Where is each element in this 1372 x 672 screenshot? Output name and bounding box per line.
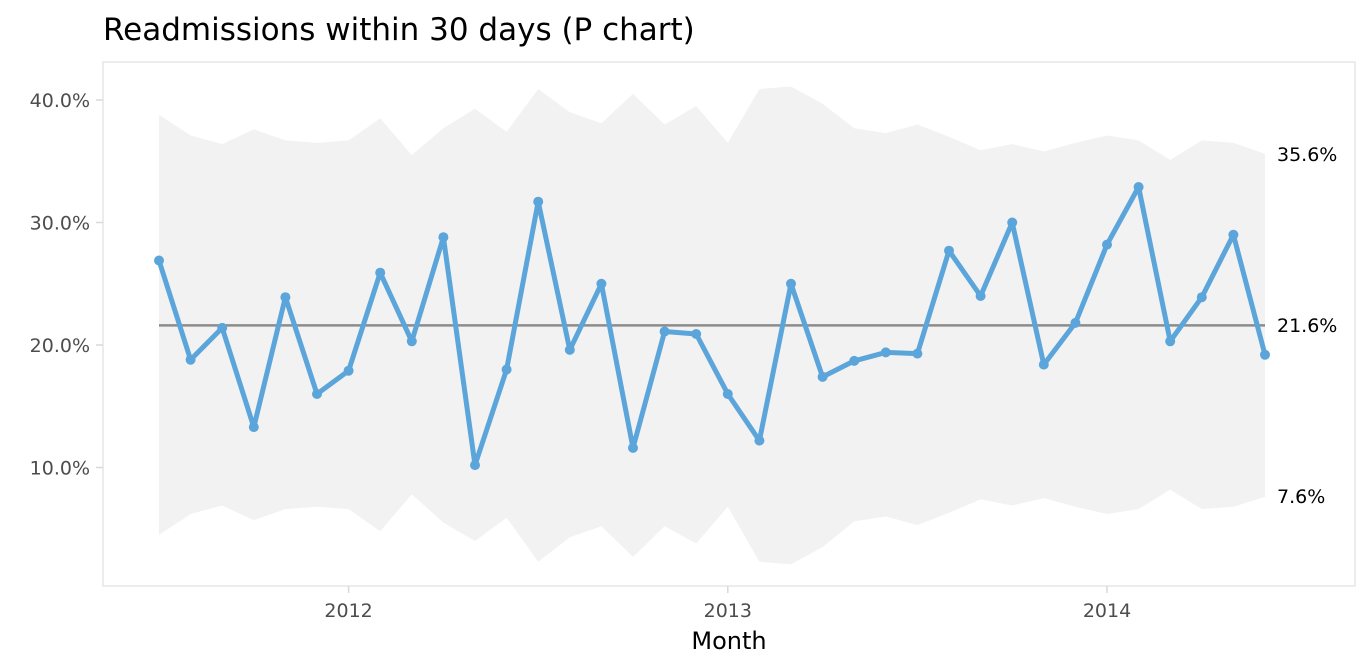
data-point [975,291,986,301]
data-point [944,245,954,256]
x-tick-label: 2014 [1083,600,1131,622]
data-point [248,422,259,433]
data-point [912,348,923,359]
data-point [786,278,796,289]
data-point [533,196,544,207]
data-point [1228,229,1239,240]
data-point [406,336,417,347]
data-point [1260,349,1270,360]
data-point [880,347,891,358]
data-point [628,442,638,453]
data-point [280,292,291,303]
data-point [1007,217,1018,228]
data-point [691,329,702,339]
data-point [817,371,828,382]
data-point [754,435,765,446]
data-point [470,460,480,471]
data-point [1133,182,1144,192]
y-tick-label: 30.0% [30,213,90,235]
data-point [154,255,164,266]
series-line [156,184,1268,468]
x-axis-title: Month [691,627,766,655]
y-tick-label: 40.0% [30,90,90,112]
data-point [1038,359,1049,370]
upper-limit-label: 35.6% [1277,144,1337,166]
data-point [375,267,386,278]
data-point [564,344,575,355]
data-point [596,278,607,289]
data-point [849,355,860,366]
y-axis: 10.0% 20.0% 30.0% 40.0% [30,90,103,480]
x-axis: 2012 2013 2014 [324,586,1131,622]
data-points [154,182,1270,471]
data-point [185,354,196,365]
data-point [501,364,512,375]
lower-limit-label: 7.6% [1277,486,1325,508]
chart-title: Readmissions within 30 days (P chart) [103,12,695,48]
x-tick-label: 2012 [324,600,372,622]
y-tick-label: 10.0% [30,458,90,480]
data-point [722,389,733,399]
data-point [1165,336,1176,347]
data-point [1102,239,1112,250]
panel-border [102,61,1356,587]
data-point [217,322,228,333]
data-point [1196,292,1207,303]
y-tick-label: 20.0% [30,335,90,357]
data-point [438,232,449,243]
data-point [1070,317,1081,328]
data-point [659,326,670,337]
x-tick-label: 2013 [704,600,752,622]
data-point [312,389,322,399]
center-line-label: 21.6% [1277,315,1337,337]
data-point [343,365,354,376]
